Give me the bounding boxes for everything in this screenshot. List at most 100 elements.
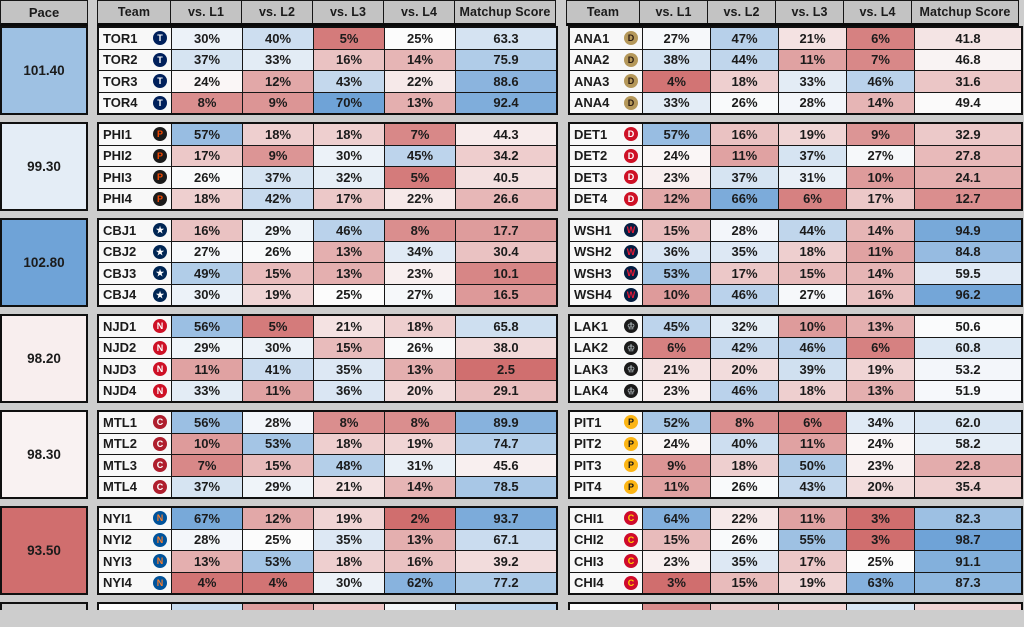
pit-logo-icon: P — [624, 479, 638, 494]
pct-cell-vs-l2: 18% — [243, 124, 313, 145]
right-team-table: LAK1 ♔ 45% 32% 10% 13% 50.6 LAK2 ♔ 6% 42% 46% 6% 60.8… — [568, 314, 1023, 403]
matchup-score-cell: 74.7 — [456, 433, 556, 454]
pct-cell-vs-l1: 21% — [643, 359, 710, 380]
pct-cell-vs-l2: 15% — [711, 572, 778, 593]
lak-logo-icon: ♔ — [624, 362, 638, 377]
team-label: PHI2 — [103, 148, 132, 164]
pct-cell-vs-l4: 25% — [385, 28, 455, 49]
pct-cell-vs-l4: 13% — [385, 529, 455, 550]
team-cell: MTL2 C — [99, 433, 171, 454]
matchup-score-cell: 59.5 — [915, 263, 1021, 284]
team-label: ANA2 — [574, 52, 610, 68]
pct-cell-vs-l3: 46% — [314, 220, 384, 241]
matchup-score-cell: 50.6 — [915, 316, 1021, 337]
cbj-logo-icon: ★ — [153, 223, 167, 238]
matchup-score-cell: 62.0 — [915, 412, 1021, 433]
pct-cell-vs-l4: 17% — [847, 188, 914, 209]
pct-cell-vs-l4: 6% — [847, 28, 914, 49]
pct-cell-vs-l1: 49% — [172, 263, 242, 284]
matchup-score-cell: 89.9 — [456, 412, 556, 433]
matchup-score-cell: 12.7 — [915, 188, 1021, 209]
det-logo-icon: D — [624, 170, 638, 185]
pct-cell-vs-l3: 10% — [779, 316, 846, 337]
pct-cell-vs-l1: 56% — [172, 412, 242, 433]
team-cell: NYI1 N — [99, 508, 171, 529]
pct-cell-vs-l3: 11% — [779, 49, 846, 70]
pct-cell-vs-l2: 5% — [243, 316, 313, 337]
pct-cell-vs-l2: 46% — [711, 380, 778, 401]
pct-cell-vs-l2: 19% — [243, 284, 313, 305]
pct-cell-vs-l4: 13% — [847, 316, 914, 337]
table-gap — [558, 602, 568, 610]
table-gap — [558, 410, 568, 499]
nyi-logo-icon: N — [153, 575, 167, 590]
pct-cell-vs-l1: 33% — [643, 92, 710, 113]
group-row: 102.80 CBJ1 ★ 16% 29% 46% 8% 17.7 CBJ2 ★ 27% 26% 13%… — [0, 218, 1024, 307]
pct-cell-vs-l3: 15% — [314, 337, 384, 358]
pct-cell-vs-l3: 16% — [314, 49, 384, 70]
pct-cell-vs-l3: 27% — [779, 284, 846, 305]
team-cell: WSH1 W — [570, 220, 642, 241]
team-cell: PHI1 P — [99, 124, 171, 145]
pct-cell-vs-l3: 43% — [314, 71, 384, 92]
pct-cell-vs-l3: 19% — [314, 508, 384, 529]
pct-cell-vs-l1: 10% — [172, 433, 242, 454]
pct-cell-vs-l3: 30% — [314, 145, 384, 166]
team-cell: NJD2 N — [99, 337, 171, 358]
pct-cell-vs-l2: 20% — [711, 359, 778, 380]
team-cell: TOR2 T — [99, 49, 171, 70]
pct-cell-vs-l2: 66% — [711, 188, 778, 209]
partial-cell — [99, 604, 171, 610]
pct-cell-vs-l1: 67% — [172, 508, 242, 529]
matchup-score-cell: 82.3 — [915, 508, 1021, 529]
matchup-score-cell: 67.1 — [456, 529, 556, 550]
det-logo-icon: D — [624, 191, 638, 206]
left-team-table: TOR1 T 30% 40% 5% 25% 63.3 TOR2 T 37% 33% 16% 14% 75.… — [97, 26, 558, 115]
pct-cell-vs-l1: 30% — [172, 28, 242, 49]
team-cell: NYI2 N — [99, 529, 171, 550]
matchup-score-cell: 58.2 — [915, 433, 1021, 454]
team-cell: LAK3 ♔ — [570, 359, 642, 380]
pct-cell-vs-l3: 36% — [314, 380, 384, 401]
pct-cell-vs-l4: 14% — [385, 49, 455, 70]
pct-cell-vs-l4: 8% — [385, 220, 455, 241]
matchup-score-cell: 2.5 — [456, 359, 556, 380]
partial-cell — [172, 604, 242, 610]
partial-bottom-row — [0, 602, 1024, 610]
table-gap — [558, 122, 568, 211]
team-label: MTL1 — [103, 414, 137, 430]
njd-logo-icon: N — [153, 319, 167, 334]
group-row: 99.30 PHI1 P 57% 18% 18% 7% 44.3 PHI2 P 17% 9% 30% 45… — [0, 122, 1024, 211]
pct-cell-vs-l4: 5% — [385, 167, 455, 188]
pct-cell-vs-l2: 22% — [711, 508, 778, 529]
chi-logo-icon: C — [624, 575, 638, 590]
team-label: LAK3 — [574, 361, 608, 377]
group-gap — [0, 307, 1024, 314]
pct-cell-vs-l3: 35% — [314, 529, 384, 550]
pace-cell: 98.20 — [0, 314, 88, 403]
pct-cell-vs-l3: 70% — [314, 92, 384, 113]
phi-logo-icon: P — [153, 170, 167, 185]
pct-cell-vs-l4: 9% — [847, 124, 914, 145]
pct-cell-vs-l2: 44% — [711, 49, 778, 70]
pct-cell-vs-l2: 32% — [711, 316, 778, 337]
pct-cell-vs-l1: 23% — [643, 167, 710, 188]
matchup-score-cell: 29.1 — [456, 380, 556, 401]
pct-cell-vs-l3: 21% — [779, 28, 846, 49]
lak-logo-icon: ♔ — [624, 383, 638, 398]
team-label: DET1 — [574, 126, 608, 142]
pace-cell: 102.80 — [0, 218, 88, 307]
pct-cell-vs-l2: 9% — [243, 92, 313, 113]
pct-cell-vs-l3: 43% — [779, 476, 846, 497]
pct-cell-vs-l4: 23% — [847, 455, 914, 476]
pct-cell-vs-l1: 27% — [172, 241, 242, 262]
matchup-score-cell: 34.2 — [456, 145, 556, 166]
pct-cell-vs-l1: 10% — [643, 284, 710, 305]
team-label: NJD3 — [103, 361, 137, 377]
pct-cell-vs-l1: 7% — [172, 455, 242, 476]
team-cell: PIT1 P — [570, 412, 642, 433]
pct-cell-vs-l1: 15% — [643, 529, 710, 550]
pct-cell-vs-l4: 6% — [847, 337, 914, 358]
matchup-score-cell: 10.1 — [456, 263, 556, 284]
team-label: PIT1 — [574, 414, 602, 430]
